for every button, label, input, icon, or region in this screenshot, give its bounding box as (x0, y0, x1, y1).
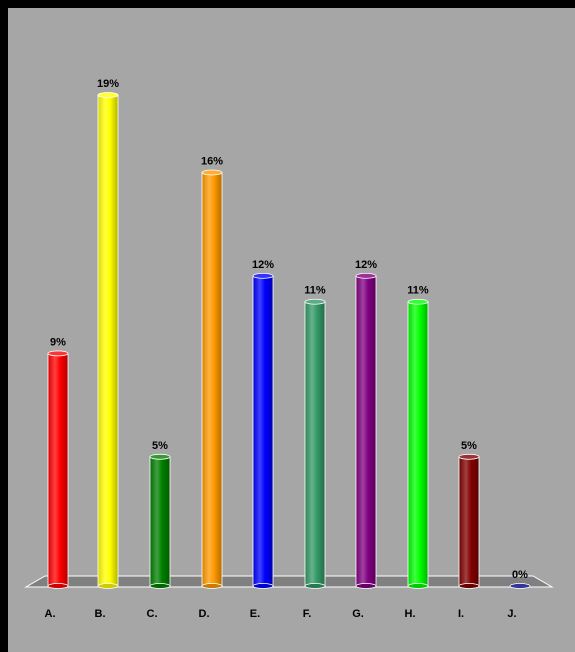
bar-base-b (97, 583, 119, 589)
category-label-c: C. (147, 608, 158, 620)
value-label-g: 12% (355, 259, 377, 271)
category-label-g: G. (352, 608, 364, 620)
value-labels-layer: 9% 19% 5% 16% 12% 11% 12% 11% 5% 0% (50, 78, 528, 581)
bar-base-h (407, 583, 429, 589)
value-label-e: 12% (252, 259, 274, 271)
bar-body-h (407, 301, 429, 587)
bar-body-f (304, 301, 326, 587)
category-label-e: E. (250, 608, 260, 620)
bar-cap-d (201, 169, 223, 176)
bar-base-d (201, 583, 223, 589)
category-label-d: D. (199, 608, 210, 620)
bars-layer (47, 92, 531, 589)
value-label-j: 0% (512, 569, 528, 581)
value-label-c: 5% (152, 440, 168, 452)
bar-base-g (355, 583, 377, 589)
bar-cap-e (252, 272, 274, 279)
plot-background (8, 8, 575, 652)
bar-d (201, 169, 223, 589)
bar-base-a (47, 583, 69, 589)
bar-cap-h (407, 298, 429, 305)
bar-base-f (304, 583, 326, 589)
value-label-a: 9% (50, 336, 66, 348)
bar-cap-f (304, 298, 326, 305)
bar-i (458, 453, 480, 589)
bar-body-b (97, 94, 119, 587)
bar-c (149, 453, 171, 589)
bar-f (304, 298, 326, 589)
bar-cap-i (458, 453, 480, 460)
bar-body-c (149, 456, 171, 587)
value-label-d: 16% (201, 156, 223, 168)
category-label-i: I. (458, 608, 464, 620)
bar-base-e (252, 583, 274, 589)
bar-body-a (47, 353, 69, 587)
bar-cap-b (97, 92, 119, 98)
bar-e (252, 272, 274, 589)
bar-body-d (201, 172, 223, 587)
bar-b (97, 92, 119, 589)
bar-base-i (458, 583, 480, 589)
bar-cap-a (47, 350, 69, 357)
bar-cap-c (149, 453, 171, 460)
category-label-h: H. (405, 608, 416, 620)
category-label-j: J. (507, 608, 516, 620)
bar-g (355, 272, 377, 589)
category-label-b: B. (95, 608, 106, 620)
category-label-f: F. (303, 608, 312, 620)
bar-body-i (458, 456, 480, 587)
bar-base-c (149, 583, 171, 589)
bar-cap-g (355, 272, 377, 279)
value-label-h: 11% (407, 285, 429, 297)
bar-a (47, 350, 69, 589)
bar-body-g (355, 275, 377, 587)
bar-j (509, 583, 531, 589)
value-label-i: 5% (461, 440, 477, 452)
bar-cap-j (509, 583, 531, 589)
category-label-a: A. (45, 608, 56, 620)
bar-h (407, 298, 429, 589)
value-label-b: 19% (97, 78, 119, 90)
bar-body-e (252, 275, 274, 587)
category-labels-layer: A. B. C. D. E. F. G. H. I. J. (45, 608, 517, 620)
value-label-f: 11% (304, 285, 326, 297)
